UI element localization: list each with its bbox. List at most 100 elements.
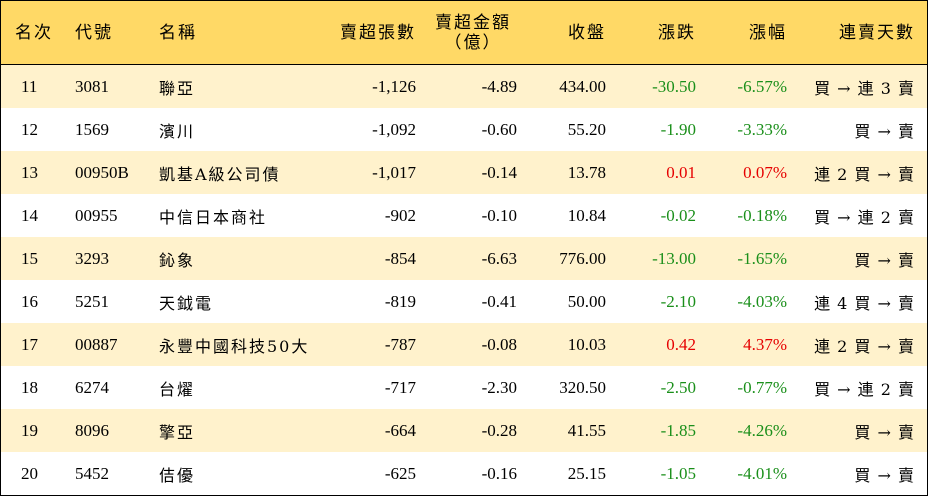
cell-net-sell-sheets: -902 [384,205,416,225]
cell-change-pct: -1.65% [737,248,787,268]
header-net-sell-amount-line2: （億） [444,32,502,53]
cell-rank: 14 [21,205,38,225]
table-row: 17 00887 永豐中國科技50大 -787 -0.08 10.03 0.42 4.37% 連… [1,323,927,366]
cell-name: 中信日本商社 [159,207,268,227]
cell-change-pct: -6.57% [737,76,787,96]
cell-net-sell-amount: -0.08 [481,334,517,354]
table-row: 11 3081 聯亞 -1,126 -4.89 434.00 -30.50 -6.57% 買 →… [1,65,927,108]
cell-consecutive-sell-days: 連 2 買 → 賣 [814,336,915,356]
cell-net-sell-amount: -0.60 [481,119,517,139]
cell-name: 天鉞電 [159,293,214,313]
cell-name: 永豐中國科技50大 [159,336,310,356]
cell-change-pct: -0.77% [737,377,787,397]
cell-net-sell-amount: -6.63 [481,248,517,268]
cell-close: 13.78 [567,162,606,182]
table-row: 12 1569 濱川 -1,092 -0.60 55.20 -1.90 -3.33% 買 → 賣 [1,108,927,151]
cell-name: 凱基A級公司債 [159,164,281,184]
cell-rank: 19 [21,420,38,440]
cell-consecutive-sell-days: 買 → 連 2 賣 [814,379,915,399]
cell-consecutive-sell-days: 買 → 賣 [854,121,915,141]
header-code: 代號 [75,22,113,43]
cell-net-sell-amount: -0.10 [481,205,517,225]
cell-consecutive-sell-days: 買 → 賣 [854,422,915,442]
cell-name: 佶優 [159,465,196,485]
header-name: 名稱 [159,22,197,43]
cell-close: 776.00 [559,248,606,268]
cell-name: 聯亞 [159,78,196,98]
cell-change-pct: -0.18% [737,205,787,225]
cell-code: 5452 [75,463,109,483]
table-row: 15 3293 鈊象 -854 -6.63 776.00 -13.00 -1.65% 買 → 賣 [1,237,927,280]
cell-consecutive-sell-days: 買 → 連 2 賣 [814,207,915,227]
cell-name: 擎亞 [159,422,196,442]
cell-code: 00887 [75,334,118,354]
cell-close: 10.03 [567,334,606,354]
cell-change: -13.00 [652,248,696,268]
cell-rank: 12 [21,119,38,139]
cell-code: 3081 [75,76,109,96]
cell-name: 鈊象 [159,250,196,270]
cell-code: 1569 [75,119,109,139]
cell-name: 台燿 [159,379,196,399]
cell-close: 434.00 [559,76,606,96]
cell-close: 50.00 [567,291,606,311]
cell-rank: 20 [21,463,38,483]
cell-rank: 17 [21,334,38,354]
header-net-sell-amount: 賣超金額 （億） [433,1,513,64]
cell-change: -1.05 [660,463,696,483]
cell-change: -2.10 [660,291,696,311]
cell-net-sell-sheets: -1,092 [372,119,416,139]
cell-rank: 15 [21,248,38,268]
cell-net-sell-sheets: -1,126 [372,76,416,96]
cell-change: -0.02 [660,205,696,225]
cell-change: -1.85 [660,420,696,440]
cell-close: 55.20 [567,119,606,139]
cell-change-pct: -3.33% [737,119,787,139]
cell-change-pct: -4.26% [737,420,787,440]
table-row: 14 00955 中信日本商社 -902 -0.10 10.84 -0.02 -0.18% 買 … [1,194,927,237]
cell-code: 00955 [75,205,118,225]
table-row: 16 5251 天鉞電 -819 -0.41 50.00 -2.10 -4.03% 連 4 買 … [1,280,927,323]
cell-code: 3293 [75,248,109,268]
cell-code: 5251 [75,291,109,311]
cell-consecutive-sell-days: 連 4 買 → 賣 [814,293,915,313]
cell-net-sell-sheets: -1,017 [372,162,416,182]
cell-change-pct: -4.03% [737,291,787,311]
header-net-sell-sheets: 賣超張數 [340,22,416,43]
cell-net-sell-amount: -0.14 [481,162,517,182]
cell-net-sell-sheets: -819 [384,291,416,311]
cell-net-sell-amount: -0.41 [481,291,517,311]
cell-rank: 11 [21,76,38,96]
cell-rank: 18 [21,377,38,397]
cell-net-sell-amount: -0.16 [481,463,517,483]
cell-close: 25.15 [567,463,606,483]
header-change: 漲跌 [658,22,696,43]
cell-net-sell-sheets: -625 [384,463,416,483]
cell-net-sell-sheets: -717 [384,377,416,397]
cell-consecutive-sell-days: 買 → 連 3 賣 [814,78,915,98]
cell-net-sell-sheets: -854 [384,248,416,268]
cell-change-pct: -4.01% [737,463,787,483]
table-row: 18 6274 台燿 -717 -2.30 320.50 -2.50 -0.77% 買 → 連 … [1,366,927,409]
cell-change: -30.50 [652,76,696,96]
header-rank: 名次 [15,22,53,43]
header-consecutive-sell-days: 連賣天數 [839,22,915,43]
table-row: 20 5452 佶優 -625 -0.16 25.15 -1.05 -4.01% 買 → 賣 [1,452,927,495]
cell-change: 0.01 [666,162,696,182]
cell-name: 濱川 [159,121,196,141]
cell-close: 41.55 [567,420,606,440]
cell-net-sell-amount: -2.30 [481,377,517,397]
cell-close: 10.84 [567,205,606,225]
cell-close: 320.50 [559,377,606,397]
cell-consecutive-sell-days: 買 → 賣 [854,250,915,270]
cell-change: 0.42 [666,334,696,354]
cell-change: -1.90 [660,119,696,139]
cell-code: 00950B [75,162,129,182]
cell-code: 6274 [75,377,109,397]
table-row: 19 8096 擎亞 -664 -0.28 41.55 -1.85 -4.26% 買 → 賣 [1,409,927,452]
cell-change-pct: 4.37% [743,334,787,354]
table-row: 13 00950B 凱基A級公司債 -1,017 -0.14 13.78 0.01 0.07%… [1,151,927,194]
cell-consecutive-sell-days: 連 2 買 → 賣 [814,164,915,184]
cell-change-pct: 0.07% [743,162,787,182]
